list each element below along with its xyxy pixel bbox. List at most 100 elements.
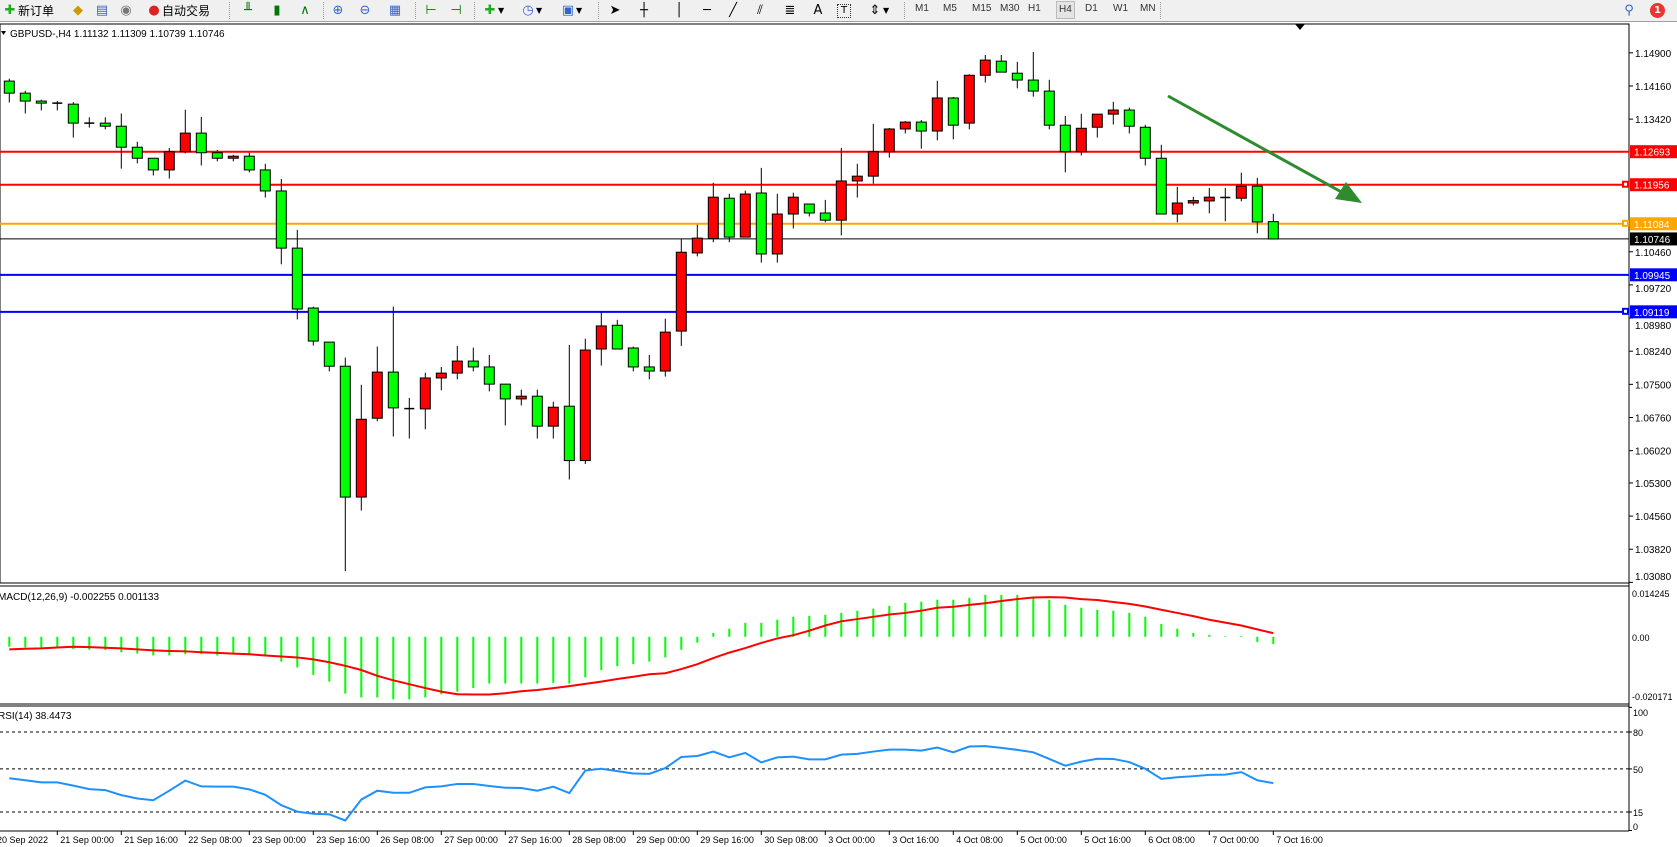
timeframe-m15[interactable]: M15 — [972, 3, 992, 14]
candle-body — [835, 180, 847, 221]
timeframe-h4[interactable]: H4 — [1056, 1, 1075, 19]
timeframe-m1[interactable]: M1 — [915, 3, 929, 14]
fibonacci-icon: ≣ — [784, 2, 796, 18]
separator — [904, 2, 906, 19]
rsi-panel: RSI(14) 38.4473 — [0, 711, 1629, 822]
timeframe-m5[interactable]: M5 — [943, 3, 957, 14]
time-tick-label: 6 Oct 08:00 — [1148, 835, 1195, 845]
line-anchor-handle — [1622, 180, 1629, 188]
candle-body — [1107, 109, 1119, 115]
zoom-out-button[interactable]: ⊖ — [357, 1, 373, 20]
chart-title: GBPUSD-,H4 1.11132 1.11309 1.10739 1.107… — [10, 29, 225, 40]
candle-body — [675, 251, 687, 332]
separator — [598, 2, 600, 19]
equidistant-channel-button[interactable]: ⫽ — [752, 1, 768, 20]
price-line-label: 1.12693 — [1634, 148, 1671, 159]
candle-body — [931, 97, 943, 132]
zoom-in-button[interactable]: ⊕ — [330, 1, 346, 20]
time-tick-label: 23 Sep 00:00 — [252, 835, 306, 845]
candlestick-chart-button[interactable]: ▮ — [269, 1, 285, 20]
time-tick-label: 26 Sep 08:00 — [380, 835, 434, 845]
chart-shift-button[interactable]: ⊣ — [448, 1, 464, 20]
candle-body — [339, 365, 351, 498]
candle-body — [1171, 202, 1183, 215]
dropdown-arrow-icon: ▼ — [883, 6, 890, 15]
candle-body — [131, 146, 143, 159]
timeframe-w1[interactable]: W1 — [1113, 3, 1128, 14]
horizontal-line-button[interactable]: ─ — [699, 1, 715, 20]
separator — [229, 2, 231, 19]
time-tick-label: 22 Sep 08:00 — [188, 835, 242, 845]
timeframe-m30[interactable]: M30 — [1000, 3, 1020, 14]
candle-body — [3, 80, 15, 94]
candles — [3, 51, 1362, 572]
time-tick-label: 29 Sep 00:00 — [636, 835, 690, 845]
candlestick-icon: ▮ — [273, 2, 281, 18]
navigator-button[interactable]: ▤ — [94, 1, 110, 20]
macd-tick-label: 0.014245 — [1632, 589, 1670, 599]
notifications-button[interactable]: 1 — [1650, 1, 1665, 20]
macd-signal-line — [9, 596, 1274, 696]
trend-arrow-head — [1335, 182, 1362, 203]
new-order-button[interactable]: ✚ 新订单 — [2, 1, 54, 20]
time-tick-label: 21 Sep 16:00 — [124, 835, 178, 845]
rsi-tick-label: 50 — [1633, 765, 1643, 775]
candle-body — [1139, 126, 1151, 159]
crosshair-button[interactable]: ┼ — [636, 1, 652, 20]
timeframe-h1[interactable]: H1 — [1028, 3, 1041, 14]
price-line-label: 1.09119 — [1634, 308, 1670, 319]
candle-body — [547, 406, 559, 427]
candle-body — [435, 372, 447, 379]
auto-trading-button[interactable]: ● 自动交易 — [146, 1, 210, 20]
candle-body — [915, 121, 927, 132]
auto-trading-label: 自动交易 — [162, 4, 211, 18]
candle-body — [291, 247, 303, 310]
trendline-button[interactable]: ╱ — [725, 1, 741, 20]
market-watch-button[interactable]: ◆ — [70, 1, 86, 20]
tile-windows-button[interactable]: ▦ — [387, 1, 403, 20]
cursor-button[interactable]: ➤ — [607, 1, 623, 20]
bar-chart-button[interactable]: ╨ — [240, 1, 256, 20]
price-tick-label: 1.03080 — [1635, 572, 1672, 583]
price-line-label-bg — [1630, 232, 1677, 246]
search-button[interactable]: ⚲ — [1621, 1, 1637, 20]
templates-button[interactable]: ▣ ▼ — [560, 1, 582, 20]
candle-body — [1187, 200, 1199, 204]
candle-body — [995, 60, 1007, 73]
auto-scroll-button[interactable]: ⊢ — [423, 1, 439, 20]
rsi-tick-label: 80 — [1633, 728, 1643, 738]
candle-body — [867, 151, 879, 177]
timeframe-d1[interactable]: D1 — [1085, 3, 1098, 14]
signals-button[interactable]: ◉ — [118, 1, 134, 20]
price-line-label: 1.11084 — [1634, 220, 1670, 231]
price-line-label-bg — [1630, 145, 1677, 159]
candle-body — [531, 395, 543, 427]
dropdown-arrow-icon: ▼ — [576, 6, 583, 15]
dropdown-arrow-icon: ▼ — [498, 6, 505, 15]
time-tick-label: 20 Sep 2022 — [0, 835, 48, 845]
vertical-line-button[interactable]: │ — [671, 1, 687, 20]
candle-body — [243, 155, 255, 171]
horizontal-line-icon: ─ — [703, 2, 711, 18]
fibonacci-button[interactable]: ≣ — [782, 1, 798, 20]
candle-body — [1059, 124, 1071, 153]
periods-button[interactable]: ◷ ▼ — [520, 1, 542, 20]
price-tick-label: 1.08980 — [1635, 321, 1672, 332]
indicators-button[interactable]: ✚ ▼ — [482, 1, 505, 20]
time-tick-label: 5 Oct 00:00 — [1020, 835, 1067, 845]
price-tick-label: 1.08240 — [1635, 347, 1672, 358]
macd-tick-label: 0.00 — [1632, 633, 1650, 643]
candle-body — [691, 237, 703, 254]
line-anchor-handle — [1622, 219, 1629, 227]
candle-body — [563, 405, 575, 462]
indicators-icon: ✚ — [484, 2, 496, 18]
text-icon: A — [813, 2, 823, 18]
line-chart-button[interactable]: ∧ — [297, 1, 313, 20]
text-button[interactable]: A — [810, 1, 826, 20]
arrows-button[interactable]: ⇕ ▼ — [867, 1, 890, 20]
rsi-tick-label: 0 — [1633, 822, 1638, 832]
text-label-button[interactable]: T — [837, 1, 851, 20]
candle-body — [467, 360, 479, 368]
timeframe-mn[interactable]: MN — [1140, 3, 1156, 14]
